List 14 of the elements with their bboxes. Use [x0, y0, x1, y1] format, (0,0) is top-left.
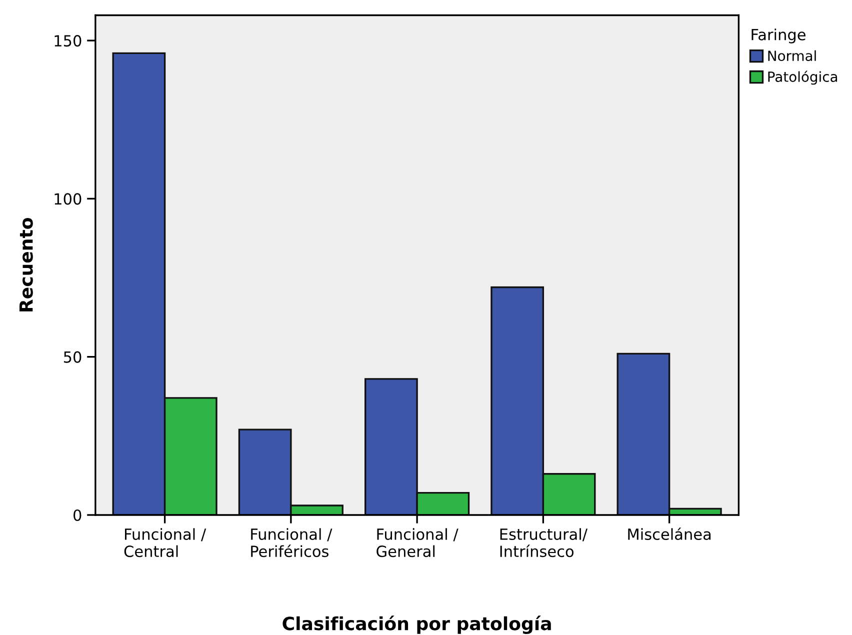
x-tick-label: Funcional / Central: [124, 528, 206, 558]
y-tick-label: 50: [64, 351, 82, 363]
x-tick-label: Miscelánea: [628, 528, 711, 540]
y-tick-label: 0: [74, 509, 82, 522]
x-axis-title: Clasificación por patología: [282, 616, 551, 634]
y-tick-label: 100: [54, 193, 82, 205]
legend-title: Faringe: [752, 28, 806, 44]
x-tick-label: Estructural/ Intrínseco: [500, 528, 588, 558]
legend-label: Patológica: [768, 70, 838, 85]
x-tick-label: Funcional / Periféricos: [251, 528, 332, 558]
y-axis-title: Recuento: [19, 218, 33, 312]
legend-label: Normal: [768, 50, 816, 62]
x-tick-label: Funcional / General: [376, 528, 458, 558]
y-tick-label: 150: [54, 35, 82, 47]
